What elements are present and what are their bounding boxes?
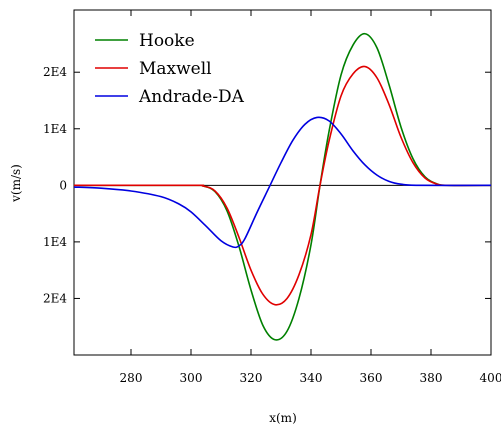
series-line-andrade-da: [73, 116, 492, 249]
series-line-hooke: [73, 32, 492, 341]
series-line-maxwell: [73, 65, 492, 306]
x-tick-label: 300: [180, 371, 203, 385]
axis-layer: 280 300 320 340 360 380 400 2E4 1E4 0 1E4 2E4: [43, 9, 501, 385]
x-tick-label: 400: [480, 371, 501, 385]
y-tick-label: 1E4: [43, 235, 67, 249]
x-tick-label: 380: [420, 371, 443, 385]
x-axis-title: x(m): [269, 411, 297, 425]
y-tick-label: 0: [59, 178, 67, 192]
x-tick-label: 360: [360, 371, 383, 385]
x-tick-label: 320: [240, 371, 263, 385]
x-tick-label: 340: [300, 371, 323, 385]
legend-label-maxwell: Maxwell: [139, 59, 212, 79]
plot-frame: [73, 9, 492, 356]
y-axis-title: v(m/s): [9, 164, 23, 203]
x-tick-label: 280: [120, 371, 143, 385]
legend-label-andrade-da: Andrade-DA: [138, 87, 245, 107]
series-layer: [73, 32, 492, 341]
legend: Hooke Maxwell Andrade-DA: [95, 31, 245, 107]
y-tick-label: 1E4: [43, 122, 67, 136]
y-tick-label: 2E4: [43, 291, 67, 305]
y-tick-label: 2E4: [43, 65, 67, 79]
legend-label-hooke: Hooke: [139, 31, 195, 51]
